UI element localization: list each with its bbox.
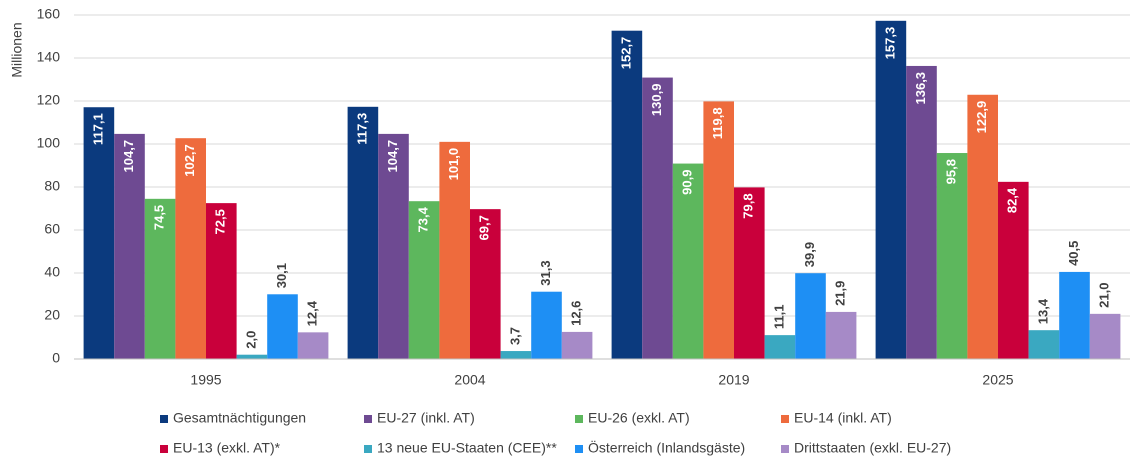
bar [672, 163, 704, 359]
bar [875, 20, 907, 360]
legend-swatch [364, 415, 372, 423]
value-label: 21,9 [833, 281, 848, 306]
value-label: 2,0 [243, 331, 258, 349]
value-label: 157,3 [882, 27, 897, 60]
legend-swatch [160, 445, 168, 453]
bar [1089, 313, 1121, 359]
x-tick-label: 2025 [982, 372, 1013, 388]
y-tick-label: 60 [44, 221, 60, 237]
legend-swatch [781, 445, 789, 453]
bar [611, 30, 643, 359]
x-tick-label: 2004 [454, 372, 485, 388]
value-label: 90,9 [680, 170, 695, 195]
y-tick-label: 160 [37, 6, 61, 22]
bar [470, 209, 501, 359]
y-tick-label: 100 [37, 135, 61, 151]
bar [764, 335, 796, 359]
y-axis-label: Millionen [9, 22, 25, 77]
bar [206, 203, 237, 359]
value-label: 104,7 [121, 140, 136, 173]
bar [906, 65, 937, 359]
value-label: 101,0 [446, 148, 461, 181]
legend-label: EU-27 (inkl. AT) [377, 410, 475, 426]
legend-label: Österreich (Inlandsgäste) [588, 439, 745, 456]
bar [347, 106, 379, 360]
value-label: 31,3 [538, 260, 553, 285]
legend-label: EU-13 (exkl. AT)* [173, 440, 281, 456]
bar [236, 354, 268, 359]
y-tick-label: 20 [44, 307, 60, 323]
bar [642, 77, 673, 359]
value-label: 104,7 [385, 140, 400, 173]
legend-label: EU-14 (inkl. AT) [794, 410, 892, 426]
legend-label: Drittstaaten (exkl. EU-27) [794, 440, 951, 456]
y-tick-label: 80 [44, 178, 60, 194]
bar [267, 294, 298, 359]
bar [1028, 330, 1060, 359]
legend-label: EU-26 (exkl. AT) [588, 410, 690, 426]
y-tick-label: 40 [44, 264, 60, 280]
value-label: 11,1 [771, 305, 786, 330]
y-tick-label: 120 [37, 92, 61, 108]
y-tick-label: 140 [37, 49, 61, 65]
bar [936, 153, 968, 359]
value-label: 72,5 [213, 209, 228, 234]
value-label: 82,4 [1005, 187, 1020, 213]
bar [378, 133, 409, 359]
value-label: 12,6 [569, 301, 584, 326]
bar [1059, 271, 1090, 359]
legend-swatch [781, 415, 789, 423]
value-label: 136,3 [913, 72, 928, 105]
legend-swatch [364, 445, 372, 453]
legend-swatch [575, 445, 583, 453]
y-tick-label: 0 [52, 350, 60, 366]
value-label: 13,4 [1035, 298, 1050, 324]
value-label: 74,5 [152, 205, 167, 230]
bar [561, 331, 593, 359]
value-label: 12,4 [305, 300, 320, 326]
value-label: 102,7 [182, 144, 197, 177]
legend-swatch [575, 415, 583, 423]
legend-label: 13 neue EU-Staaten (CEE)** [377, 440, 557, 456]
bar [531, 291, 562, 359]
bar [439, 141, 470, 359]
legend-label: Gesamtnächtigungen [173, 410, 306, 426]
bar [967, 94, 998, 359]
value-label: 69,7 [477, 215, 492, 240]
legend-swatch [160, 415, 168, 423]
value-label: 117,1 [90, 113, 105, 145]
bar [83, 107, 115, 359]
bar [998, 181, 1029, 359]
value-label: 3,7 [507, 327, 522, 345]
bar [408, 201, 440, 359]
bar [144, 198, 176, 359]
value-label: 122,9 [974, 101, 989, 134]
value-label: 30,1 [274, 263, 289, 288]
value-label: 21,0 [1097, 283, 1112, 308]
value-label: 73,4 [416, 206, 431, 232]
x-tick-label: 1995 [190, 372, 221, 388]
bar [825, 311, 857, 359]
bar [734, 187, 765, 359]
value-label: 95,8 [944, 159, 959, 184]
value-label: 40,5 [1066, 241, 1081, 266]
bar [297, 332, 329, 359]
bar [175, 138, 206, 359]
bar [500, 351, 532, 359]
bar [114, 133, 145, 359]
bar [795, 273, 826, 359]
bar [703, 101, 734, 360]
value-label: 119,8 [710, 107, 725, 139]
value-label: 117,3 [354, 113, 369, 145]
x-tick-label: 2019 [718, 372, 749, 388]
value-label: 130,9 [649, 84, 664, 117]
value-label: 39,9 [802, 242, 817, 267]
value-label: 152,7 [618, 37, 633, 70]
value-label: 79,8 [741, 193, 756, 218]
